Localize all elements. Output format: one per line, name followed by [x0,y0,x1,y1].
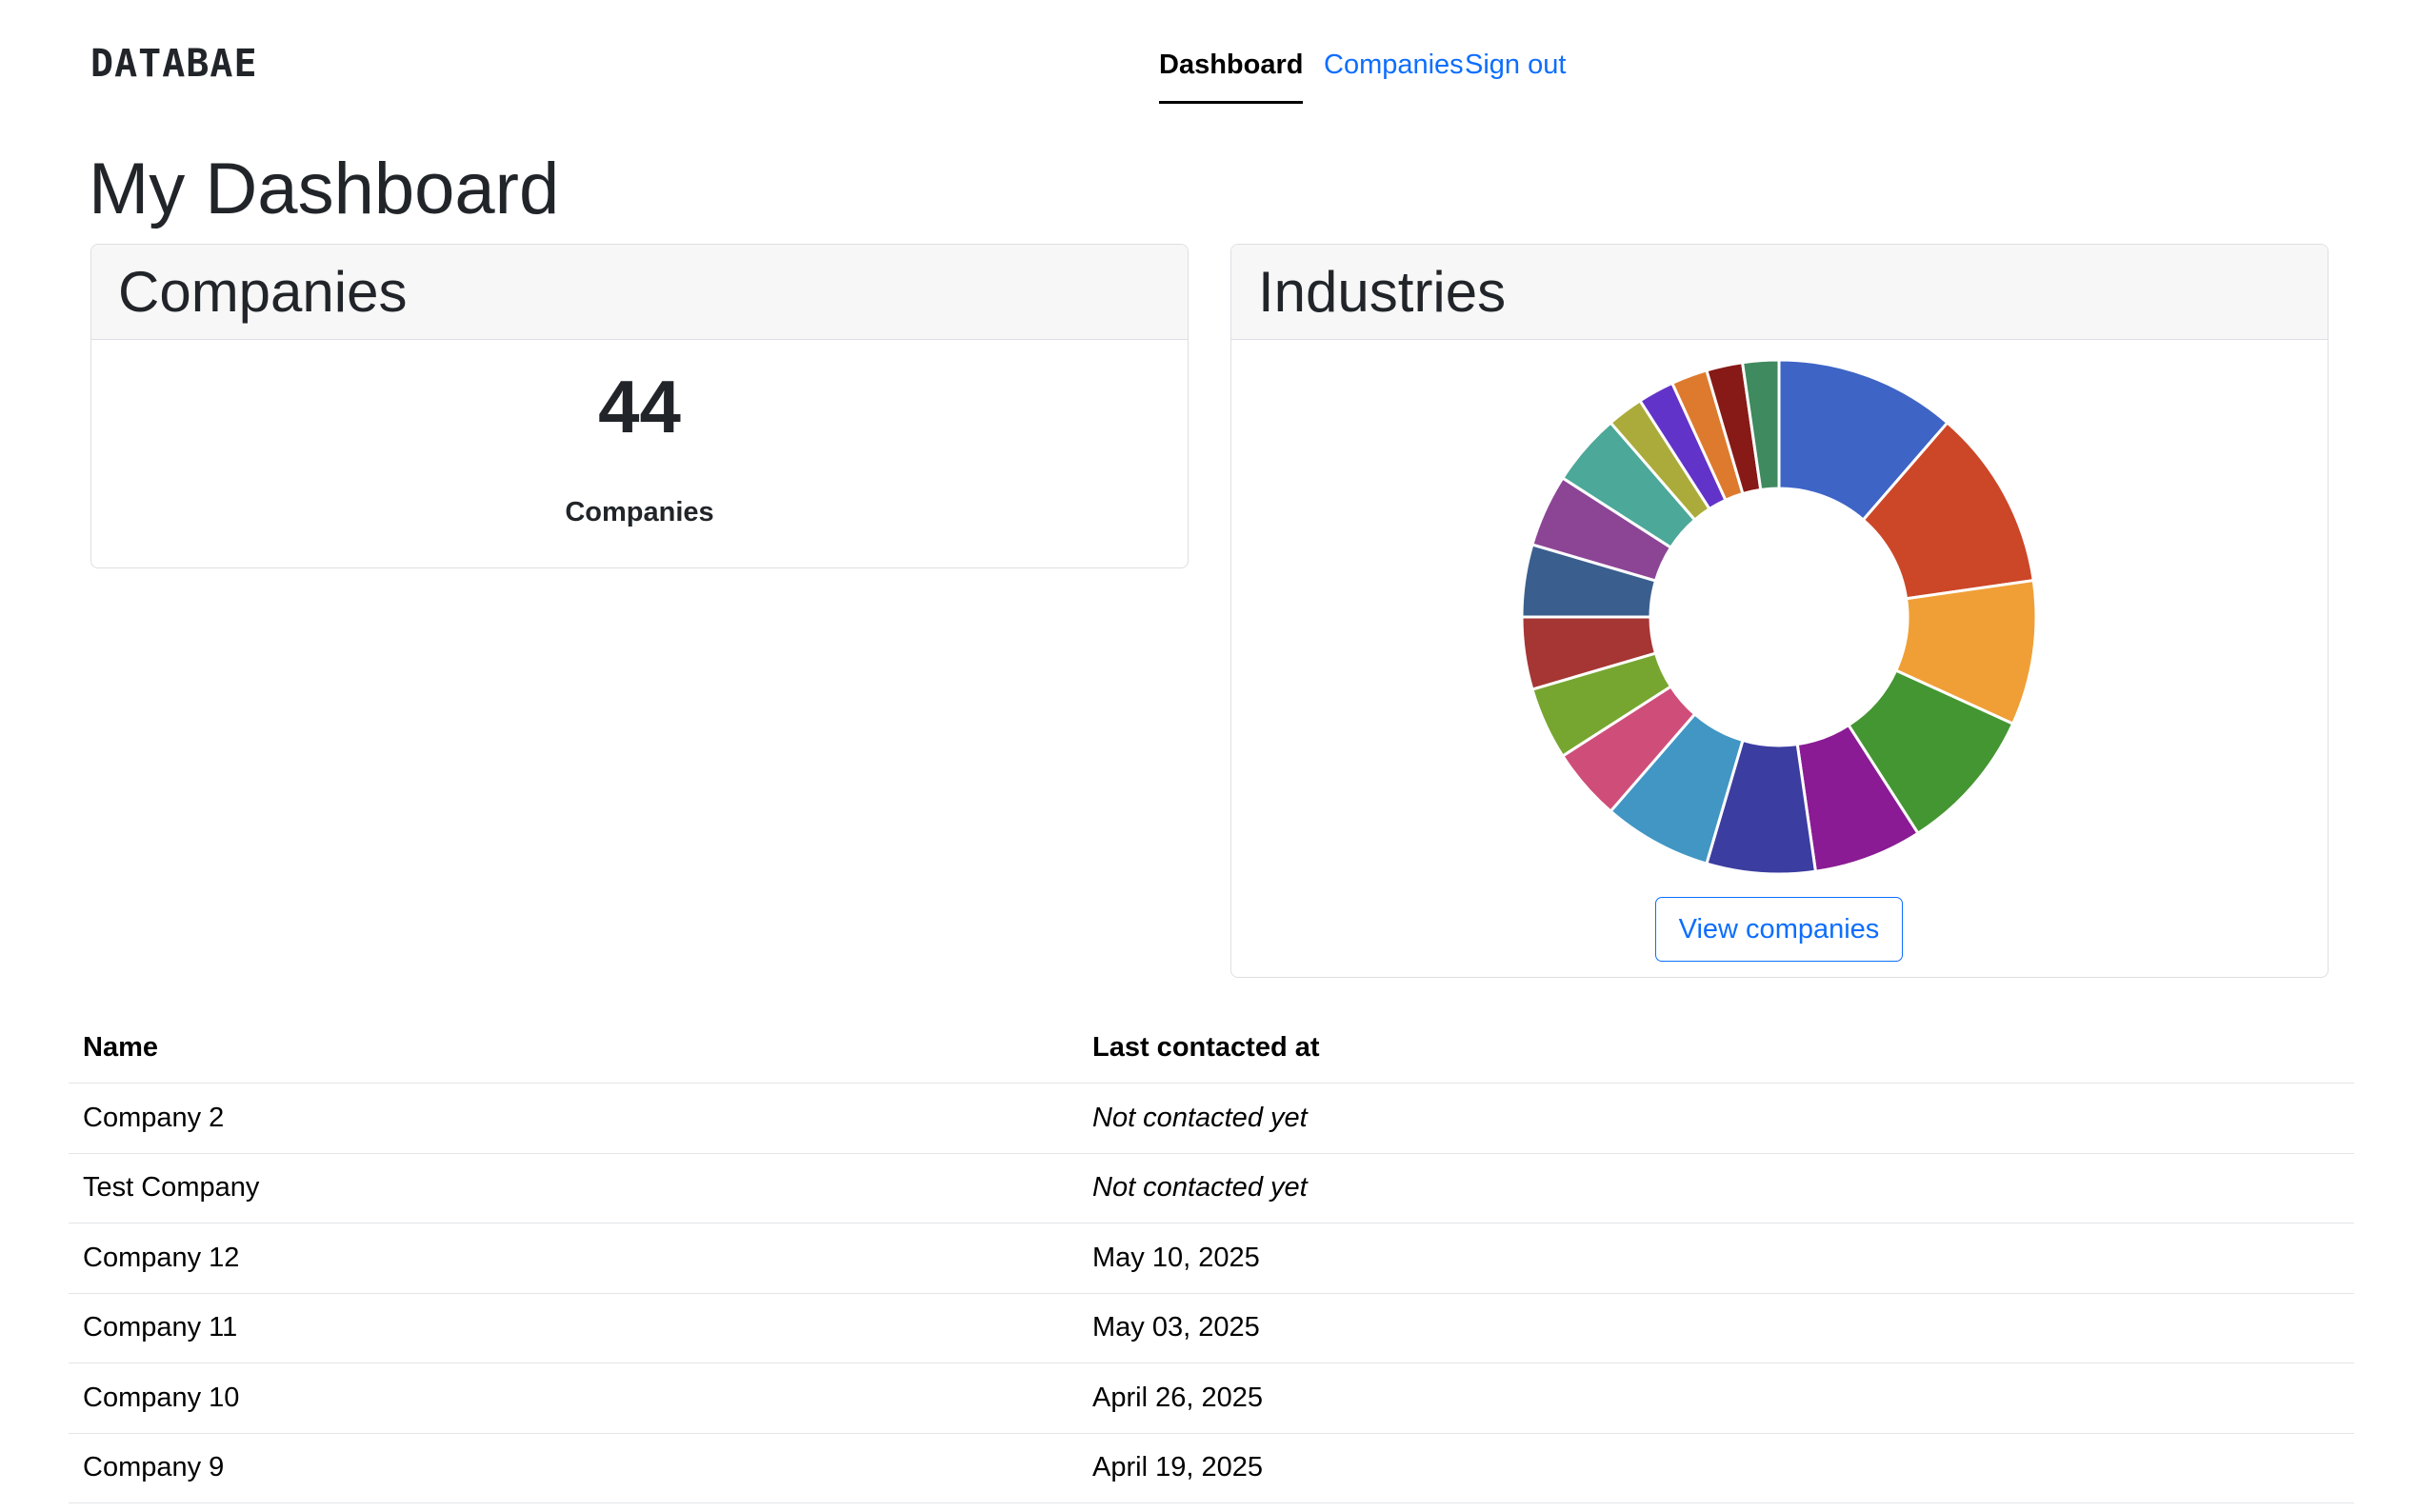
last-contacted-cell: Not contacted yet [1078,1083,2354,1154]
page-title: My Dashboard [89,149,560,229]
companies-count-label: Companies [565,497,714,527]
last-contacted-cell: May 10, 2025 [1078,1223,2354,1294]
last-contacted-cell: Not contacted yet [1078,1153,2354,1224]
industries-card: Industries View companies [1230,244,2329,978]
last-contacted-cell: April 19, 2025 [1078,1433,2354,1503]
table-row[interactable]: Company 11 May 03, 2025 [69,1293,2354,1363]
table-row[interactable]: Company 10 April 26, 2025 [69,1363,2354,1434]
donut-slice-18[interactable] [1740,358,1781,492]
company-name-cell[interactable]: Company 11 [69,1293,1078,1363]
table-row[interactable]: Company 12 May 10, 2025 [69,1223,2354,1294]
companies-card: Companies 44 Companies [90,244,1189,568]
table-row[interactable]: Company 2 Not contacted yet [69,1083,2354,1154]
company-name-cell[interactable]: Company 2 [69,1083,1078,1154]
companies-table: Name Last contacted at Company 2 Not cont… [69,1013,2354,1503]
table-header-row: Name Last contacted at [69,1013,2354,1084]
column-header-name: Name [69,1013,1078,1084]
donut-slice-1[interactable] [1777,358,1949,523]
nav-companies[interactable]: Companies [1324,50,1464,80]
industries-donut-chart [1520,358,2038,876]
table-row[interactable]: Company 9 April 19, 2025 [69,1433,2354,1503]
company-name-cell[interactable]: Test Company [69,1153,1078,1224]
table-row[interactable]: Test Company Not contacted yet [69,1153,2354,1224]
nav-sign-out[interactable]: Sign out [1465,50,1567,80]
company-name-cell[interactable]: Company 10 [69,1363,1078,1434]
companies-card-title: Companies [91,245,1188,340]
nav-dashboard[interactable]: Dashboard [1159,50,1304,104]
column-header-last-contacted: Last contacted at [1078,1013,2354,1084]
donut-slice-2[interactable] [1861,420,2035,601]
company-name-cell[interactable]: Company 9 [69,1433,1078,1503]
companies-count: 44 [598,365,681,448]
industries-card-title: Industries [1231,245,2328,340]
view-companies-button[interactable]: View companies [1655,897,1903,962]
last-contacted-cell: April 26, 2025 [1078,1363,2354,1434]
last-contacted-cell: May 03, 2025 [1078,1293,2354,1363]
company-name-cell[interactable]: Company 12 [69,1223,1078,1294]
brand-logo[interactable]: DATABAE [90,42,258,86]
